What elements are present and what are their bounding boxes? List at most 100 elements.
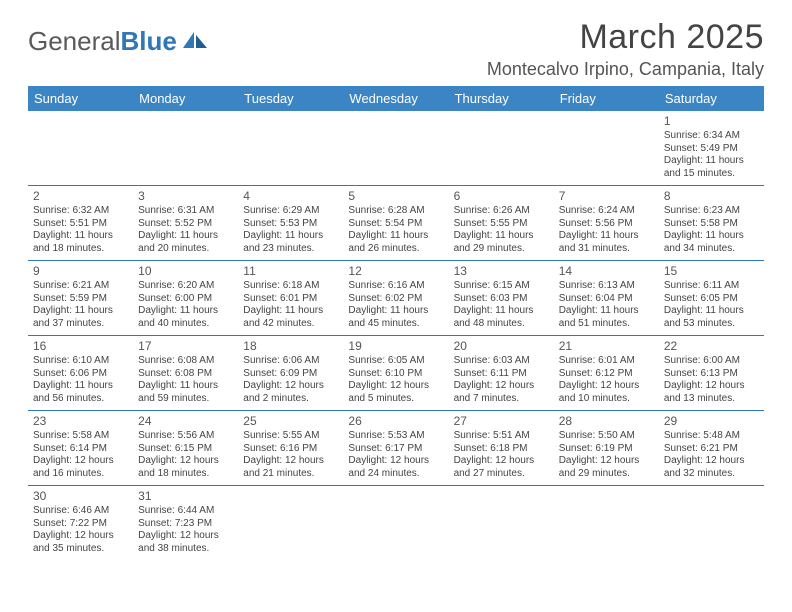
day-number: 8 xyxy=(664,189,759,204)
weekday-header: Tuesday xyxy=(238,86,343,111)
calendar-table: Sunday Monday Tuesday Wednesday Thursday… xyxy=(28,86,764,560)
weekday-header-row: Sunday Monday Tuesday Wednesday Thursday… xyxy=(28,86,764,111)
day-number: 24 xyxy=(138,414,233,429)
calendar-cell: 2Sunrise: 6:32 AMSunset: 5:51 PMDaylight… xyxy=(28,186,133,261)
calendar-cell: 22Sunrise: 6:00 AMSunset: 6:13 PMDayligh… xyxy=(659,336,764,411)
daylight-text: Daylight: 11 hours and 51 minutes. xyxy=(559,305,654,330)
day-number: 16 xyxy=(33,339,128,354)
sunset-text: Sunset: 5:56 PM xyxy=(559,218,654,231)
calendar-cell xyxy=(554,486,659,561)
sunset-text: Sunset: 6:14 PM xyxy=(33,443,128,456)
day-number: 14 xyxy=(559,264,654,279)
calendar-cell: 5Sunrise: 6:28 AMSunset: 5:54 PMDaylight… xyxy=(343,186,448,261)
logo-sail-icon xyxy=(181,30,209,50)
daylight-text: Daylight: 11 hours and 31 minutes. xyxy=(559,230,654,255)
day-number: 19 xyxy=(348,339,443,354)
calendar-cell: 1Sunrise: 6:34 AMSunset: 5:49 PMDaylight… xyxy=(659,111,764,186)
daylight-text: Daylight: 12 hours and 18 minutes. xyxy=(138,455,233,480)
calendar-cell xyxy=(554,111,659,186)
calendar-cell xyxy=(28,111,133,186)
sunrise-text: Sunrise: 6:05 AM xyxy=(348,355,443,368)
day-number: 15 xyxy=(664,264,759,279)
sunset-text: Sunset: 6:05 PM xyxy=(664,293,759,306)
sunrise-text: Sunrise: 5:58 AM xyxy=(33,430,128,443)
sunrise-text: Sunrise: 6:23 AM xyxy=(664,205,759,218)
daylight-text: Daylight: 12 hours and 29 minutes. xyxy=(559,455,654,480)
sunrise-text: Sunrise: 6:00 AM xyxy=(664,355,759,368)
calendar-row: 30Sunrise: 6:46 AMSunset: 7:22 PMDayligh… xyxy=(28,486,764,561)
daylight-text: Daylight: 12 hours and 27 minutes. xyxy=(454,455,549,480)
daylight-text: Daylight: 12 hours and 21 minutes. xyxy=(243,455,338,480)
calendar-cell xyxy=(343,111,448,186)
sunset-text: Sunset: 6:19 PM xyxy=(559,443,654,456)
sunset-text: Sunset: 7:22 PM xyxy=(33,518,128,531)
sunset-text: Sunset: 6:17 PM xyxy=(348,443,443,456)
calendar-cell: 10Sunrise: 6:20 AMSunset: 6:00 PMDayligh… xyxy=(133,261,238,336)
sunrise-text: Sunrise: 6:06 AM xyxy=(243,355,338,368)
sunset-text: Sunset: 5:51 PM xyxy=(33,218,128,231)
sunset-text: Sunset: 6:06 PM xyxy=(33,368,128,381)
calendar-cell: 15Sunrise: 6:11 AMSunset: 6:05 PMDayligh… xyxy=(659,261,764,336)
calendar-cell: 25Sunrise: 5:55 AMSunset: 6:16 PMDayligh… xyxy=(238,411,343,486)
sunset-text: Sunset: 6:03 PM xyxy=(454,293,549,306)
calendar-cell xyxy=(659,486,764,561)
day-number: 30 xyxy=(33,489,128,504)
daylight-text: Daylight: 12 hours and 2 minutes. xyxy=(243,380,338,405)
sunset-text: Sunset: 6:09 PM xyxy=(243,368,338,381)
sunrise-text: Sunrise: 6:32 AM xyxy=(33,205,128,218)
day-number: 31 xyxy=(138,489,233,504)
sunrise-text: Sunrise: 6:11 AM xyxy=(664,280,759,293)
daylight-text: Daylight: 12 hours and 5 minutes. xyxy=(348,380,443,405)
daylight-text: Daylight: 12 hours and 7 minutes. xyxy=(454,380,549,405)
sunset-text: Sunset: 5:49 PM xyxy=(664,143,759,156)
day-number: 17 xyxy=(138,339,233,354)
sunrise-text: Sunrise: 6:01 AM xyxy=(559,355,654,368)
calendar-cell: 27Sunrise: 5:51 AMSunset: 6:18 PMDayligh… xyxy=(449,411,554,486)
daylight-text: Daylight: 11 hours and 18 minutes. xyxy=(33,230,128,255)
daylight-text: Daylight: 11 hours and 40 minutes. xyxy=(138,305,233,330)
day-number: 29 xyxy=(664,414,759,429)
day-number: 18 xyxy=(243,339,338,354)
calendar-cell: 19Sunrise: 6:05 AMSunset: 6:10 PMDayligh… xyxy=(343,336,448,411)
calendar-cell: 6Sunrise: 6:26 AMSunset: 5:55 PMDaylight… xyxy=(449,186,554,261)
calendar-cell: 8Sunrise: 6:23 AMSunset: 5:58 PMDaylight… xyxy=(659,186,764,261)
sunset-text: Sunset: 6:13 PM xyxy=(664,368,759,381)
day-number: 6 xyxy=(454,189,549,204)
day-number: 20 xyxy=(454,339,549,354)
logo: GeneralBlue xyxy=(28,26,209,57)
logo-text-blue: Blue xyxy=(121,26,177,57)
day-number: 1 xyxy=(664,114,759,129)
calendar-row: 1Sunrise: 6:34 AMSunset: 5:49 PMDaylight… xyxy=(28,111,764,186)
sunrise-text: Sunrise: 6:28 AM xyxy=(348,205,443,218)
daylight-text: Daylight: 11 hours and 59 minutes. xyxy=(138,380,233,405)
sunset-text: Sunset: 5:53 PM xyxy=(243,218,338,231)
sunset-text: Sunset: 6:02 PM xyxy=(348,293,443,306)
day-number: 2 xyxy=(33,189,128,204)
title-block: March 2025 Montecalvo Irpino, Campania, … xyxy=(487,18,764,80)
daylight-text: Daylight: 11 hours and 34 minutes. xyxy=(664,230,759,255)
sunrise-text: Sunrise: 6:16 AM xyxy=(348,280,443,293)
weekday-header: Saturday xyxy=(659,86,764,111)
sunrise-text: Sunrise: 6:03 AM xyxy=(454,355,549,368)
sunset-text: Sunset: 6:16 PM xyxy=(243,443,338,456)
daylight-text: Daylight: 11 hours and 45 minutes. xyxy=(348,305,443,330)
daylight-text: Daylight: 11 hours and 23 minutes. xyxy=(243,230,338,255)
weekday-header: Sunday xyxy=(28,86,133,111)
sunrise-text: Sunrise: 5:50 AM xyxy=(559,430,654,443)
daylight-text: Daylight: 11 hours and 29 minutes. xyxy=(454,230,549,255)
sunset-text: Sunset: 6:18 PM xyxy=(454,443,549,456)
sunset-text: Sunset: 5:55 PM xyxy=(454,218,549,231)
calendar-cell xyxy=(238,111,343,186)
calendar-cell xyxy=(238,486,343,561)
calendar-cell: 4Sunrise: 6:29 AMSunset: 5:53 PMDaylight… xyxy=(238,186,343,261)
weekday-header: Thursday xyxy=(449,86,554,111)
daylight-text: Daylight: 11 hours and 26 minutes. xyxy=(348,230,443,255)
daylight-text: Daylight: 12 hours and 32 minutes. xyxy=(664,455,759,480)
sunrise-text: Sunrise: 6:26 AM xyxy=(454,205,549,218)
sunrise-text: Sunrise: 6:13 AM xyxy=(559,280,654,293)
sunset-text: Sunset: 6:00 PM xyxy=(138,293,233,306)
calendar-row: 9Sunrise: 6:21 AMSunset: 5:59 PMDaylight… xyxy=(28,261,764,336)
sunrise-text: Sunrise: 6:15 AM xyxy=(454,280,549,293)
sunrise-text: Sunrise: 6:20 AM xyxy=(138,280,233,293)
sunset-text: Sunset: 7:23 PM xyxy=(138,518,233,531)
